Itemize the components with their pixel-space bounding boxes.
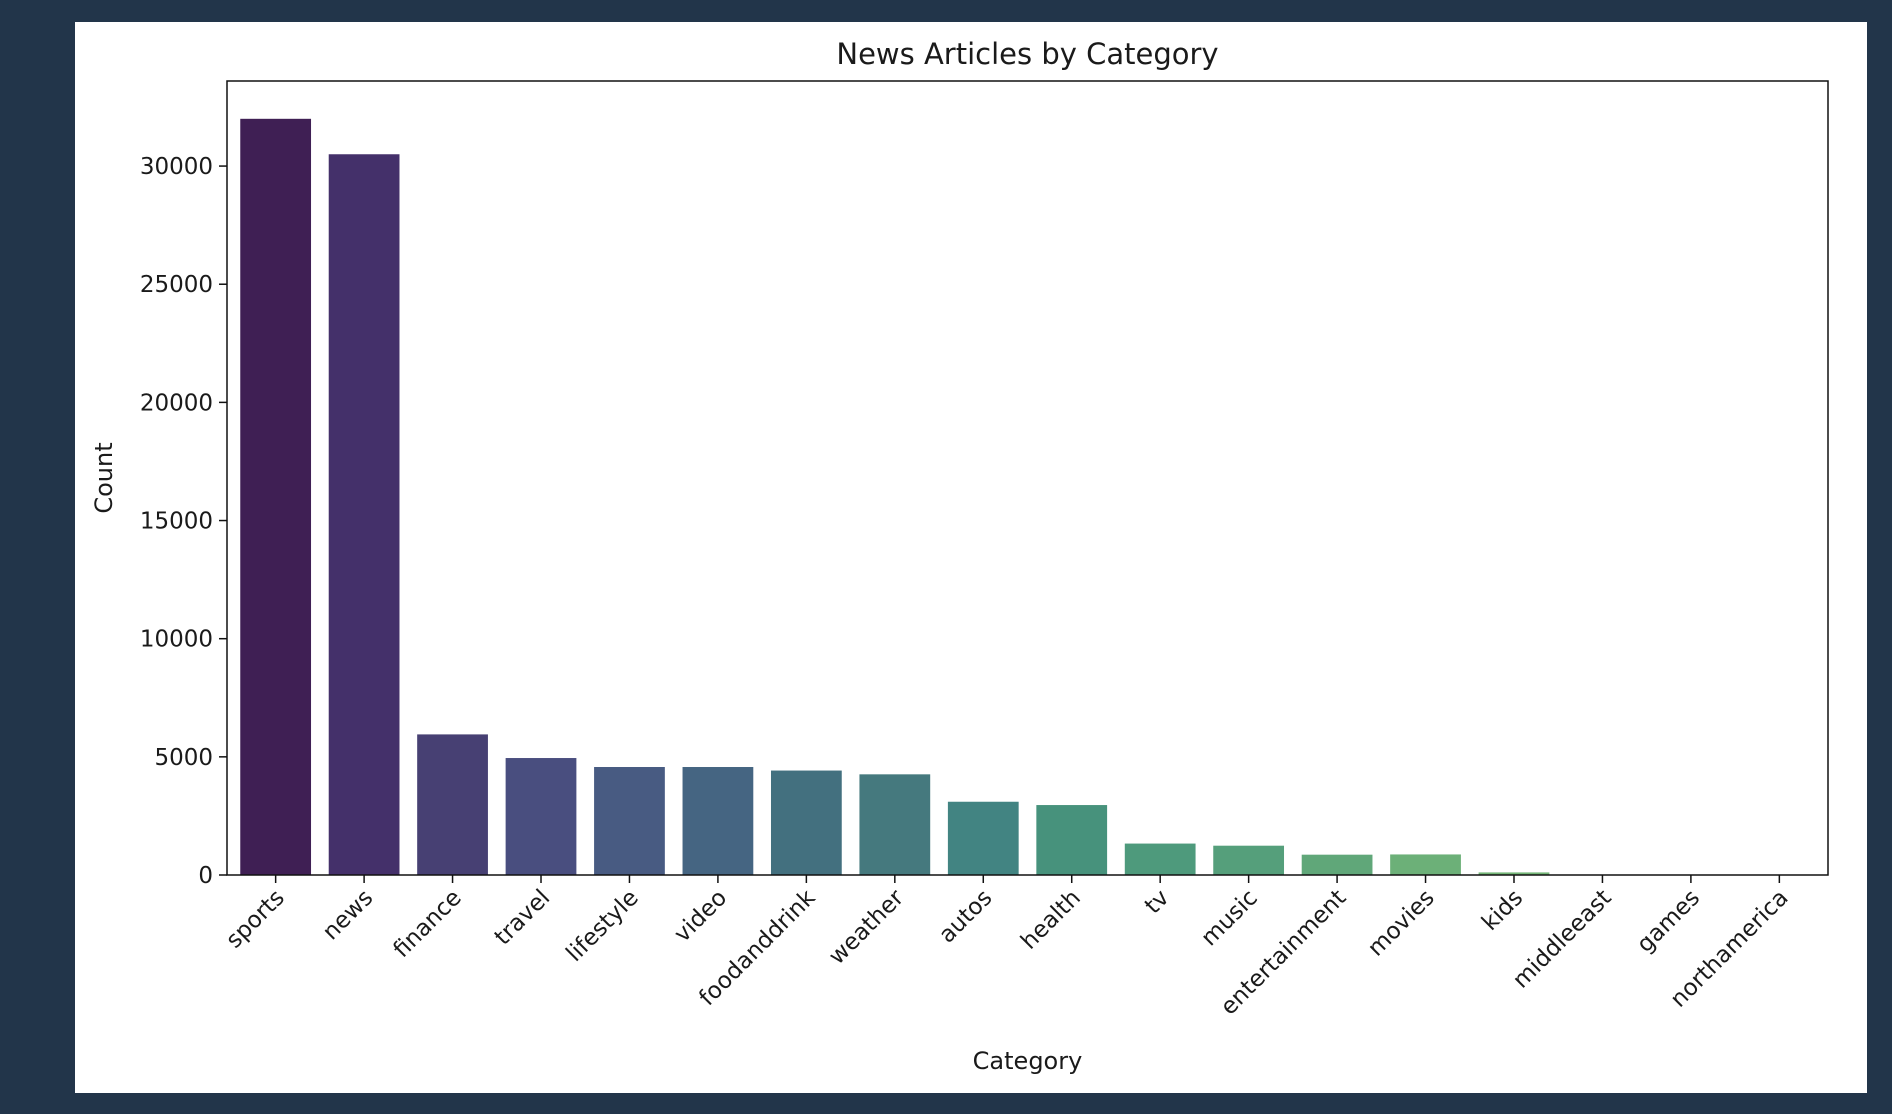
bar-news: [328, 154, 400, 875]
x-tick-label-sports: sports: [221, 885, 290, 954]
bar-lifestyle: [594, 767, 665, 875]
chart-canvas: News Articles by Category 0 5000 10000 1500…: [75, 22, 1867, 1093]
bars-group: [240, 118, 1815, 876]
x-tick-label-travel: travel: [490, 885, 556, 951]
bar-finance: [417, 734, 488, 875]
x-tick-label-lifestyle: lifestyle: [562, 885, 644, 967]
y-tick-label-10000: 10000: [140, 627, 213, 653]
y-tick-label-15000: 15000: [140, 509, 213, 535]
y-tick-label-5000: 5000: [154, 745, 213, 771]
x-axis: sports news finance travel lifestyle videofoo…: [221, 875, 1794, 1020]
x-tick-label-news: news: [318, 885, 378, 945]
x-tick-label-video: video: [669, 885, 732, 948]
x-tick-label-kids: kids: [1477, 885, 1528, 936]
x-tick-label-weather: weather: [824, 884, 909, 969]
x-tick-label-finance: finance: [389, 885, 467, 963]
bar-health: [1036, 805, 1108, 875]
bar-travel: [505, 758, 577, 875]
bar-autos: [947, 801, 1019, 875]
bar-foodanddrink: [770, 770, 842, 875]
y-axis-label: Count: [90, 442, 118, 513]
bar-music: [1213, 845, 1285, 875]
plot-frame: [226, 80, 1829, 876]
bar-sports: [240, 118, 312, 876]
bar-chart: News Articles by Category 0 5000 10000 1500…: [90, 37, 1829, 1075]
y-tick-label-25000: 25000: [140, 272, 213, 298]
bar-weather: [859, 774, 931, 875]
bar-movies: [1390, 854, 1461, 875]
x-tick-label-music: music: [1196, 885, 1262, 951]
bar-tv: [1124, 843, 1196, 875]
y-tick-label-0: 0: [198, 863, 213, 889]
x-tick-label-health: health: [1016, 885, 1086, 955]
x-axis-label: Category: [973, 1047, 1083, 1075]
bar-kids: [1478, 872, 1550, 875]
x-tick-label-movies: movies: [1363, 885, 1440, 962]
x-tick-label-tv: tv: [1140, 885, 1174, 919]
y-axis: 0 5000 10000 15000 20000 25000 30000: [140, 154, 227, 889]
x-tick-label-games: games: [1632, 885, 1705, 958]
y-tick-label-30000: 30000: [140, 154, 213, 180]
bar-entertainment: [1301, 854, 1373, 875]
bar-video: [682, 767, 754, 875]
x-tick-label-autos: autos: [934, 885, 997, 948]
y-tick-label-20000: 20000: [140, 390, 213, 416]
chart-title: News Articles by Category: [836, 37, 1218, 71]
